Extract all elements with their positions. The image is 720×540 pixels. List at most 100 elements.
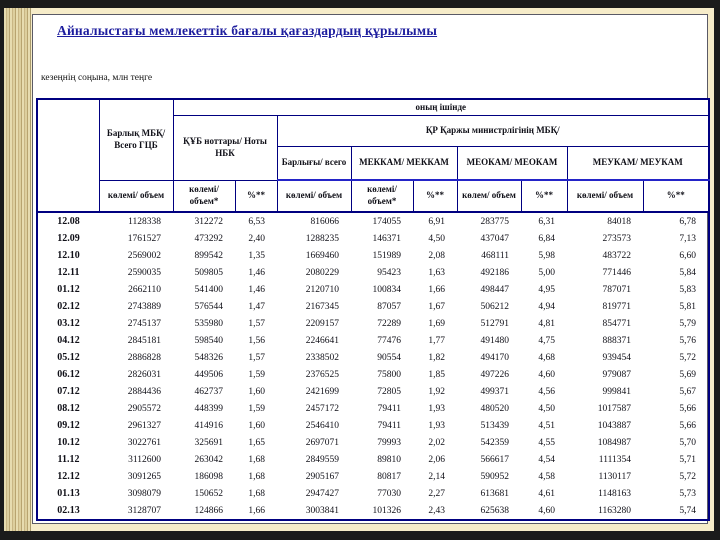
header-volume-total-gs: көлемі/ объем [98, 179, 174, 213]
value-cell: 1,63 [428, 267, 445, 278]
header-nbk-notes: ҚҰБ ноттары/ Ноты НБК [172, 115, 278, 181]
value-cell: 2167345 [305, 301, 339, 312]
value-cell: 1,57 [248, 318, 265, 329]
value-cell: 462737 [194, 386, 224, 397]
period-cell: 12.08 [57, 216, 80, 227]
value-cell: 6,53 [248, 216, 265, 227]
header-minfin: ҚР Қаржы министрлігінің МБҚ/ [276, 115, 710, 147]
value-cell: 1,56 [248, 335, 265, 346]
header-mekkam: МЕККАМ/ МЕККАМ [350, 146, 458, 181]
value-cell: 1761527 [127, 233, 161, 244]
units-note: кезеңнің соңына, млн теңге [41, 73, 153, 83]
period-cell: 04.12 [57, 335, 80, 346]
table-row: 02.12 2743889 576544 1,47 2167345 87057 1,67 50… [37, 298, 709, 315]
table-row: 07.12 2884436 462737 1,60 2421699 72805 1,92 49… [37, 383, 709, 400]
value-cell: 79993 [377, 437, 401, 448]
period-cell: 03.12 [57, 318, 80, 329]
value-cell: 283775 [480, 216, 510, 227]
value-cell: 1128338 [128, 216, 161, 227]
value-cell: 146371 [372, 233, 402, 244]
value-cell: 2,27 [428, 488, 445, 499]
value-cell: 2905167 [305, 471, 339, 482]
value-cell: 1,77 [428, 335, 445, 346]
value-cell: 449506 [194, 369, 224, 380]
value-cell: 3098079 [127, 488, 161, 499]
value-cell: 2849559 [305, 454, 339, 465]
value-cell: 4,56 [538, 386, 555, 397]
value-cell: 4,60 [538, 505, 555, 516]
value-cell: 2884436 [127, 386, 161, 397]
value-cell: 542359 [480, 437, 510, 448]
period-cell: 05.12 [57, 352, 80, 363]
value-cell: 437047 [480, 233, 510, 244]
value-cell: 4,94 [538, 301, 555, 312]
table-row: 01.13 3098079 150652 1,68 2947427 77030 2,27 61… [37, 485, 709, 502]
value-cell: 1,93 [428, 403, 445, 414]
table-row: 02.13 3128707 124866 1,66 3003841 101326 2,43 6… [37, 502, 709, 520]
period-cell: 12.11 [57, 267, 80, 278]
table-row: 05.12 2886828 548326 1,57 2338502 90554 1,82 49… [37, 349, 709, 366]
value-cell: 186098 [194, 471, 224, 482]
value-cell: 1043887 [597, 420, 631, 431]
value-cell: 541400 [194, 284, 224, 295]
value-cell: 1,60 [248, 386, 265, 397]
period-cell: 11.12 [57, 454, 80, 465]
value-cell: 566617 [480, 454, 510, 465]
header-volume-mekkam: көлемі/ объем* [350, 179, 414, 213]
value-cell: 2743889 [127, 301, 161, 312]
value-cell: 151989 [372, 250, 402, 261]
period-cell: 06.12 [57, 369, 80, 380]
table-row: 12.08 1128338 312272 6,53 816066 174055 6,91 28… [37, 212, 709, 230]
value-cell: 1,68 [248, 454, 265, 465]
value-cell: 512791 [480, 318, 510, 329]
value-cell: 4,68 [538, 352, 555, 363]
value-cell: 4,75 [538, 335, 555, 346]
value-cell: 100834 [372, 284, 402, 295]
value-cell: 5,66 [679, 403, 697, 414]
table-row: 12.12 3091265 186098 1,68 2905167 80817 2,14 59… [37, 468, 709, 485]
table-row: 10.12 3022761 325691 1,65 2697071 79993 2,02 54… [37, 434, 709, 451]
value-cell: 5,83 [679, 284, 697, 295]
value-cell: 1,82 [428, 352, 445, 363]
value-cell: 888371 [602, 335, 632, 346]
value-cell: 625638 [480, 505, 510, 516]
value-cell: 787071 [602, 284, 632, 295]
value-cell: 5,67 [679, 386, 697, 397]
table-row: 09.12 2961327 414916 1,60 2546410 79411 1,93 51… [37, 417, 709, 434]
value-cell: 90554 [377, 352, 401, 363]
value-cell: 95423 [377, 267, 401, 278]
value-cell: 598540 [194, 335, 224, 346]
value-cell: 1,85 [428, 369, 445, 380]
value-cell: 5,79 [679, 318, 697, 329]
value-cell: 1,66 [248, 505, 265, 516]
value-cell: 4,50 [538, 403, 555, 414]
value-cell: 2546410 [305, 420, 339, 431]
value-cell: 1148163 [598, 488, 631, 499]
value-cell: 483722 [602, 250, 632, 261]
value-cell: 576544 [194, 301, 224, 312]
value-cell: 2421699 [305, 386, 339, 397]
period-cell: 07.12 [57, 386, 80, 397]
table-row: 11.12 3112600 263042 1,68 2849559 89810 2,06 56… [37, 451, 709, 468]
value-cell: 1,46 [248, 267, 265, 278]
value-cell: 5,76 [679, 335, 697, 346]
value-cell: 2662110 [128, 284, 161, 295]
value-cell: 2826031 [127, 369, 161, 380]
value-cell: 1111354 [598, 454, 631, 465]
value-cell: 5,81 [679, 301, 697, 312]
value-cell: 79411 [377, 420, 401, 431]
period-cell: 12.10 [57, 250, 80, 261]
value-cell: 548326 [194, 352, 224, 363]
header-total-gs: Барлық МБҚ/ Всего ГЦБ [98, 98, 174, 181]
value-cell: 3128707 [127, 505, 161, 516]
value-cell: 3022761 [127, 437, 161, 448]
value-cell: 1084987 [597, 437, 631, 448]
value-cell: 124866 [194, 505, 224, 516]
value-cell: 2947427 [305, 488, 339, 499]
value-cell: 4,60 [538, 369, 555, 380]
table-header: Барлық МБҚ/ Всего ГЦБ оның ішінде ҚҰБ но… [36, 98, 710, 213]
value-cell: 1288235 [305, 233, 339, 244]
value-cell: 79411 [377, 403, 401, 414]
value-cell: 72805 [377, 386, 401, 397]
value-cell: 2,06 [428, 454, 445, 465]
